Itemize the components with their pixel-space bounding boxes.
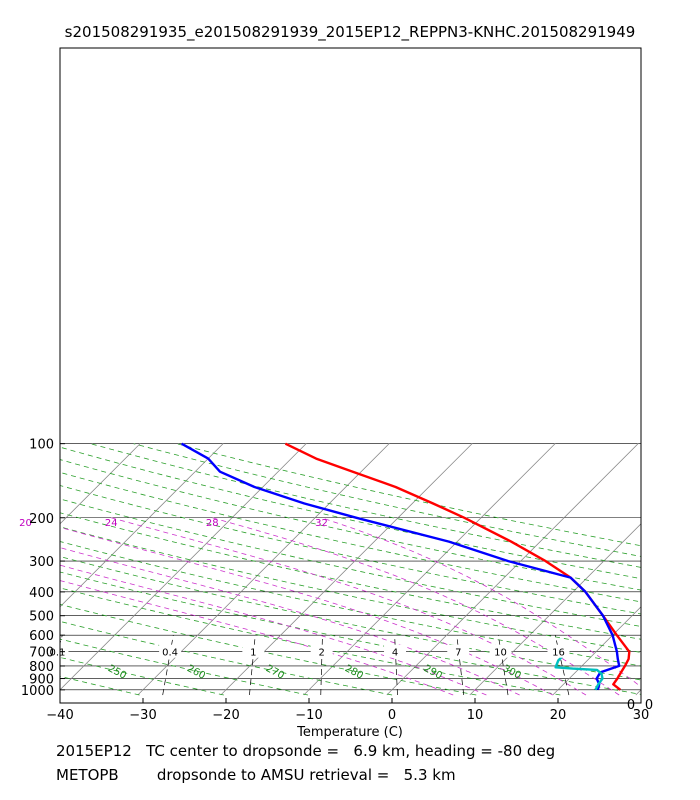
chart-title: s201508291935_e201508291939_2015EP12_REP… [65,23,636,42]
y-tick-label: 900 [29,673,54,688]
moist-adiabat-line [60,547,520,696]
dry-adiabat-line [90,443,641,568]
x-tick-label: −30 [129,708,156,723]
corner-label: 0 [627,698,635,713]
isotherm-line [635,689,641,696]
footer-line-1: 2015EP12 TC center to dropsonde = 6.9 km… [56,742,556,760]
x-tick-label: 20 [550,708,567,723]
dry-adiabat-line [60,638,308,696]
moist-adiabat-line [212,517,620,696]
y-tick-label: 1000 [21,684,54,699]
isotherm-line [552,606,641,696]
x-tick-label: 30 [633,708,650,723]
chart-line-labels: 0.10.41247101681216202428322502602702802… [19,518,570,682]
moist-adiabat-label: 32 [315,518,328,529]
y-tick-label: 700 [29,646,54,661]
footer-line-2: METOPB dropsonde to AMSU retrieval = 5.3… [56,766,456,784]
x-tick-label: −10 [295,708,322,723]
dry-adiabat-line [60,471,641,603]
x-axis-label: Temperature (C) [296,725,403,740]
dry-adiabat-line [60,620,393,696]
chart-grid [60,443,641,696]
mixing-ratio-label-bg [310,644,333,658]
isotherm-line [60,443,224,608]
dry-adiabat-line [60,526,641,653]
dry-adiabat-line [60,459,641,591]
dry-adiabat-line [133,443,641,557]
x-tick-label: −40 [46,708,73,723]
mixing-ratio-label-bg [384,644,407,658]
y-tick-label: 100 [29,438,54,453]
dry-adiabat-line [60,675,140,696]
isotherm-line [60,443,141,525]
y-tick-label: 400 [29,586,54,601]
mixing-ratio-label: 2 [318,648,324,659]
dry-adiabat-line [60,603,477,696]
mixing-ratio-label-bg [547,644,570,658]
isotherm-line [60,443,307,691]
dry-adiabat-line [60,556,641,681]
mixing-ratio-line [320,635,323,696]
mixing-ratio-label-bg [242,644,265,658]
y-tick-label: 500 [29,610,54,625]
mixing-ratio-label: 0.1 [50,648,66,659]
isotherm-line [303,443,556,696]
y-tick-label: 300 [29,555,54,570]
moist-adiabat-label: 24 [105,518,118,529]
mixing-ratio-label-bg [46,644,69,658]
moist-adiabat-label: 28 [206,518,219,529]
mixing-ratio-line [162,635,174,696]
y-tick-label: 600 [29,629,54,644]
mixing-ratio-line [456,635,465,696]
dry-adiabat-line [176,443,641,547]
y-tick-label: 800 [29,660,54,675]
moist-adiabat-line [111,517,587,696]
mixing-ratio-label: 0.4 [162,648,178,659]
dry-adiabat-line [60,587,561,696]
dry-adiabat-line [60,446,641,580]
isotherm-line [386,443,639,696]
mixing-ratio-label: 7 [455,648,461,659]
mixing-ratio-label-bg [489,644,512,658]
x-tick-label: 0 [388,708,396,723]
mixing-ratio-label: 1 [250,648,256,659]
moist-adiabat-line [60,526,553,696]
mixing-ratio-label: 10 [494,648,507,659]
moist-adiabat-label: 20 [19,518,32,529]
mixing-ratio-label-bg [159,644,182,658]
x-tick-label: −20 [212,708,239,723]
dropsonde-dewpoint-line [654,671,672,687]
mixing-ratio-label: 4 [392,648,398,659]
corner-label: 0 [645,698,653,713]
dry-adiabat-line [60,571,641,695]
mixing-ratio-label: 16 [552,648,565,659]
plot-frame [59,47,642,704]
y-tick-label: 200 [29,512,54,527]
x-tick-label: 10 [467,708,484,723]
mixing-ratio-label-bg [447,644,470,658]
moist-adiabat-line [60,564,487,696]
